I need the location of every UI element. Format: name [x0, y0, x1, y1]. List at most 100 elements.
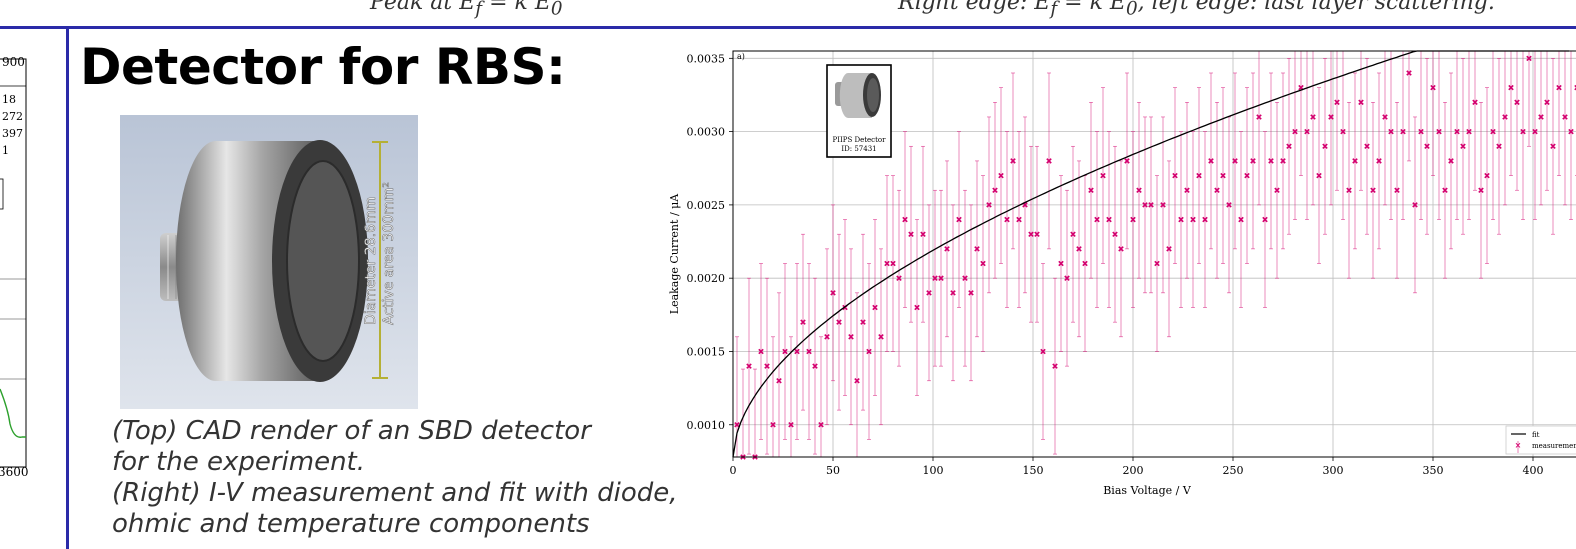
data-point: [1172, 172, 1178, 179]
data-point: [866, 348, 872, 355]
data-point: [830, 290, 836, 296]
data-point: [800, 319, 806, 325]
data-point: [1202, 216, 1208, 223]
data-point: [746, 363, 752, 369]
data-point: [1220, 172, 1226, 179]
data-point: [824, 334, 830, 340]
diameter-label: Diameter 28.6mm: [363, 197, 379, 325]
data-point: [980, 260, 986, 267]
data-point: [1136, 187, 1142, 194]
y-axis-label: Leakage Current / μA: [668, 193, 681, 315]
caption-line: ohmic and temperature components: [112, 509, 590, 539]
data-point: [1550, 143, 1556, 150]
data-point: [1364, 143, 1370, 150]
data-point: [1430, 84, 1436, 91]
data-point: [1424, 143, 1430, 150]
data-point: [1412, 202, 1418, 208]
data-point: [1352, 158, 1358, 164]
y-tick-label: 0.0030: [687, 126, 726, 139]
data-point: [860, 319, 866, 325]
data-point: [884, 260, 890, 267]
x-axis-ticks: 0 50 100 150 200 250 300 350 400: [730, 457, 1544, 477]
data-point: [1334, 99, 1340, 106]
inset-caption: PIIPS Detector: [833, 136, 887, 144]
data-point: [1322, 143, 1328, 150]
data-point: [1076, 246, 1082, 252]
slide-title: Detector for RBS:: [80, 38, 566, 96]
data-point: [1382, 114, 1388, 120]
data-point: [1466, 128, 1472, 135]
data-point: [992, 187, 998, 194]
data-point: [1040, 348, 1046, 355]
column-divider: [66, 29, 69, 549]
active-area-label: Active area 300mm²: [381, 182, 397, 325]
data-point: [1436, 128, 1442, 135]
data-point: [1184, 187, 1190, 194]
data-point: [848, 334, 854, 340]
data-point: [1100, 172, 1106, 179]
data-point: [1502, 114, 1508, 120]
data-point: [1472, 99, 1478, 106]
data-point: [1442, 187, 1448, 194]
data-point: [1406, 70, 1412, 76]
x-axis-label: Bias Voltage / V: [1103, 484, 1192, 497]
data-point: [1454, 128, 1460, 135]
caption-line: (Top) CAD render of an SBD detector: [112, 416, 591, 446]
data-point: [1112, 231, 1118, 237]
data-point: [914, 304, 920, 311]
x-tick-label: 150: [1023, 464, 1044, 477]
measurement-points: [734, 55, 1576, 460]
data-point: [1004, 216, 1010, 223]
data-point: [1232, 158, 1238, 164]
clipped-tick-bottom: 3600: [0, 465, 29, 479]
data-point: [1286, 143, 1292, 150]
data-point: [854, 378, 860, 384]
x-tick-label: 0: [730, 464, 737, 477]
data-point: [758, 348, 764, 355]
data-point: [1178, 216, 1184, 223]
data-point: [1028, 231, 1034, 237]
y-axis-ticks: 0.0010 0.0015 0.0020 0.0025 0.0030 0.0035: [687, 52, 733, 432]
data-point: [968, 290, 974, 296]
data-point: [896, 275, 902, 281]
data-point: [1394, 187, 1400, 194]
data-point: [962, 275, 968, 281]
data-point: [1310, 114, 1316, 120]
data-point: [1292, 128, 1298, 135]
caption-line: for the experiment.: [112, 447, 366, 477]
data-point: [1316, 172, 1322, 179]
clipped-legend-value: 272: [2, 110, 23, 123]
data-point: [1010, 158, 1016, 164]
clipped-legend-value: 397: [2, 127, 23, 140]
data-point: [1370, 187, 1376, 194]
legend-measurement-label: measurement: [1532, 442, 1576, 450]
data-point: [890, 260, 896, 267]
data-point: [1532, 128, 1538, 135]
data-point: [1214, 187, 1220, 194]
data-point: [1016, 216, 1022, 223]
data-point: [1154, 260, 1160, 267]
data-point: [1052, 363, 1058, 369]
data-point: [1148, 202, 1154, 208]
y-tick-label: 0.0010: [687, 419, 726, 432]
data-point: [1088, 187, 1094, 194]
data-point: [836, 319, 842, 325]
data-point: [908, 231, 914, 237]
caption-line: (Right) I-V measurement and fit with dio…: [112, 478, 678, 508]
data-point: [1250, 158, 1256, 164]
previous-slide-strip: Peak at Ef = k E0 Right edge: Ef = k E0,…: [0, 0, 1576, 26]
data-point: [1520, 128, 1526, 135]
data-point: [1478, 187, 1484, 194]
data-point: [1196, 172, 1202, 179]
data-point: [1376, 158, 1382, 164]
inset-caption: ID: 57431: [841, 145, 876, 153]
x-tick-label: 300: [1323, 464, 1344, 477]
data-point: [1280, 158, 1286, 164]
data-point: [1094, 216, 1100, 223]
data-point: [1418, 128, 1424, 135]
data-point: [878, 334, 884, 340]
data-point: [932, 275, 938, 281]
y-tick-label: 0.0015: [687, 345, 726, 358]
data-point: [1304, 128, 1310, 135]
data-point: [1070, 231, 1076, 237]
